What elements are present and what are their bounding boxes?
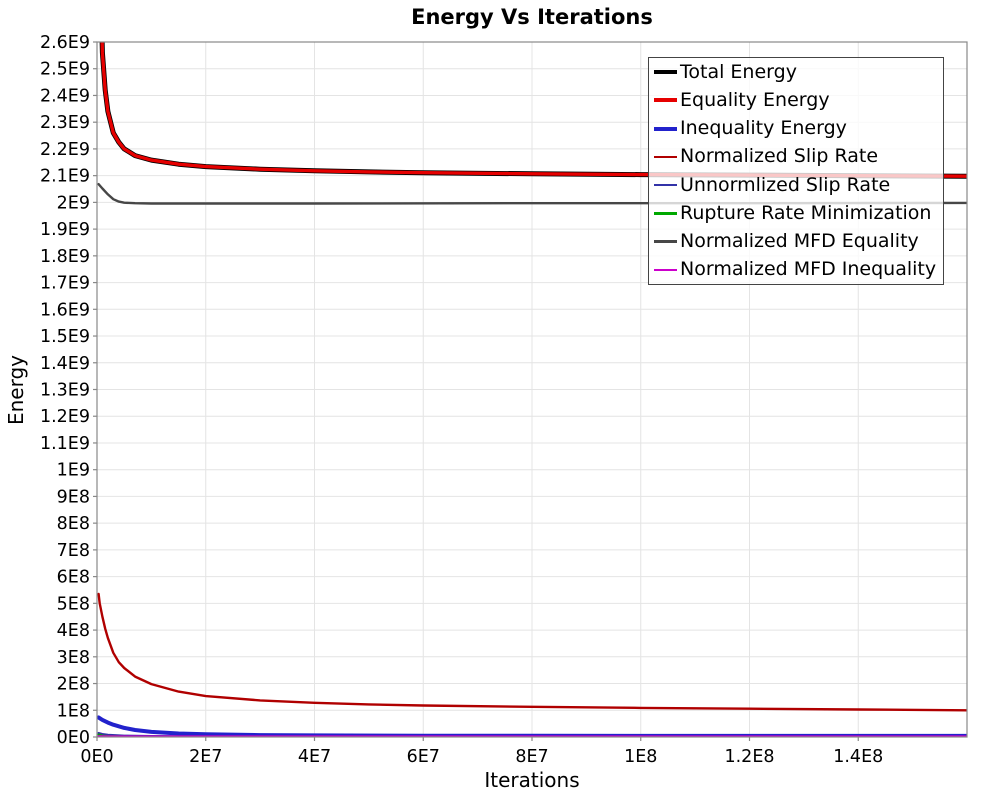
legend-line-swatch [654,212,677,215]
y-tick-label: 1.4E9 [40,354,90,374]
y-tick-label: 6E8 [57,568,90,588]
series-line-normalized-slip-rate [97,592,967,712]
x-tick-label: 6E7 [407,747,440,767]
x-tick-label: 1.4E8 [833,747,883,767]
series-line-inequality-energy [97,715,967,737]
y-tick-label: 9E8 [57,487,90,507]
legend-label: Unnormlized Slip Rate [680,173,891,196]
chart-title: Energy Vs Iterations [411,5,653,29]
y-tick-label: 8E8 [57,514,90,534]
y-tick-label: 2.2E9 [40,140,90,160]
legend-item-normalized-mfd-equality: Normalized MFD Equality [649,228,943,256]
x-tick-label: 8E7 [515,747,548,767]
x-tick-label: 1.2E8 [724,747,774,767]
y-tick-label: 2.5E9 [40,60,90,80]
legend-item-equality-energy: Equality Energy [649,86,943,114]
legend-item-rupture-rate-minimization: Rupture Rate Minimization [649,199,943,227]
y-tick-label: 2.1E9 [40,167,90,187]
legend-item-inequality-energy: Inequality Energy [649,115,943,143]
legend-line-swatch [654,98,677,103]
legend-line-swatch [654,70,677,75]
legend-item-unnormlized-slip-rate: Unnormlized Slip Rate [649,171,943,199]
y-tick-label: 5E8 [57,594,90,614]
legend-line-swatch [654,183,677,187]
legend-label: Equality Energy [680,88,830,111]
y-tick-label: 1.6E9 [40,300,90,320]
y-tick-label: 3E8 [57,648,90,668]
legend: Total Energy Equality Energy Inequality … [648,57,944,285]
legend-item-normalized-mfd-inequality: Normalized MFD Inequality [649,256,943,284]
x-tick-label: 0E0 [80,747,113,767]
series-line-equality-energy [100,42,967,178]
legend-label: Inequality Energy [680,117,847,140]
y-tick-label: 1.5E9 [40,327,90,347]
x-tick-label: 4E7 [298,747,331,767]
legend-line-swatch [654,126,677,131]
y-tick-label: 2.4E9 [40,86,90,106]
legend-label: Normalized Slip Rate [680,145,879,168]
legend-item-normalized-slip-rate: Normalized Slip Rate [649,143,943,171]
y-tick-label: 2.6E9 [40,33,90,53]
series-line-normalized-mfd-equality [97,182,967,205]
legend-label: Rupture Rate Minimization [680,201,932,224]
legend-item-total-energy: Total Energy [649,58,943,86]
legend-line-swatch [654,268,677,272]
y-tick-label: 1E9 [57,461,90,481]
y-tick-label: 0E0 [57,728,90,748]
y-tick-label: 7E8 [57,541,90,561]
y-tick-label: 1.9E9 [40,220,90,240]
y-tick-label: 2E9 [57,193,90,213]
y-tick-label: 2E8 [57,675,90,695]
y-tick-label: 1.8E9 [40,247,90,267]
y-tick-label: 4E8 [57,621,90,641]
legend-label: Normalized MFD Equality [680,230,919,253]
y-tick-label: 1.3E9 [40,381,90,401]
legend-line-swatch [654,240,677,243]
y-tick-label: 1.2E9 [40,407,90,427]
y-tick-label: 1.7E9 [40,274,90,294]
x-axis-label: Iterations [484,768,580,792]
y-tick-label: 2.3E9 [40,113,90,133]
legend-label: Total Energy [680,60,797,83]
legend-line-swatch [654,155,677,159]
y-tick-label: 1E8 [57,701,90,721]
y-tick-label: 1.1E9 [40,434,90,454]
legend-label: Normalized MFD Inequality [680,258,937,281]
x-tick-label: 2E7 [189,747,222,767]
x-tick-label: 1E8 [624,747,657,767]
